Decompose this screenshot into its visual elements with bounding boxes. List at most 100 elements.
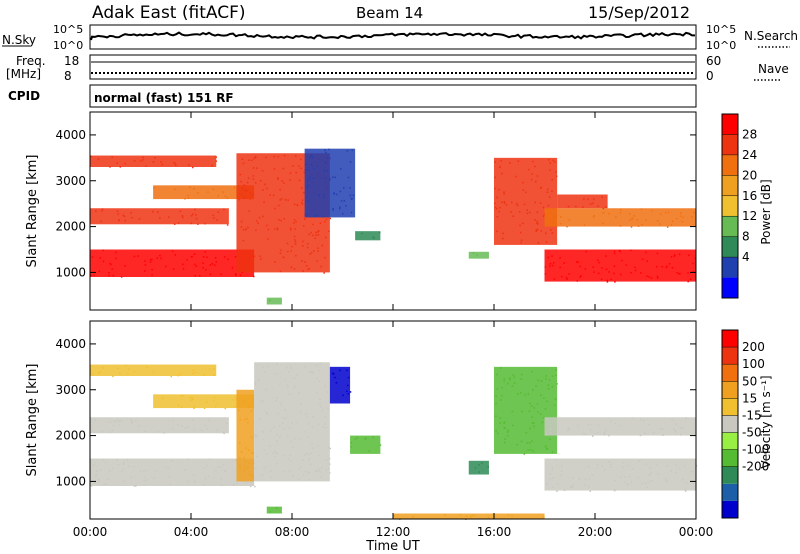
heatmap-speck	[213, 396, 216, 399]
heatmap-speck	[660, 213, 662, 215]
heatmap-speck	[216, 219, 218, 221]
heatmap-speck	[262, 189, 264, 191]
heatmap-speck	[312, 372, 314, 374]
heatmap-speck	[676, 272, 678, 274]
colorbar-swatch	[722, 432, 738, 450]
heatmap-speck	[476, 254, 478, 256]
heatmap-speck	[182, 394, 184, 397]
heatmap-speck	[248, 405, 250, 407]
heatmap-speck	[127, 372, 129, 375]
heatmap-speck	[290, 368, 293, 370]
heatmap-speck	[322, 193, 325, 196]
heatmap-speck	[274, 451, 277, 453]
heatmap-speck	[291, 446, 294, 449]
heatmap-speck	[287, 458, 289, 460]
heatmap-speck	[310, 463, 312, 466]
heatmap-speck	[118, 372, 121, 374]
heatmap-speck	[227, 258, 229, 261]
heatmap-speck	[519, 392, 522, 394]
heatmap-speck	[175, 164, 177, 166]
heatmap-speck	[533, 407, 536, 409]
heatmap-speck	[674, 431, 677, 433]
heatmap-speck	[152, 370, 155, 373]
heatmap-speck	[636, 219, 639, 221]
heatmap-speck	[623, 481, 626, 483]
heatmap-speck	[242, 162, 245, 165]
heatmap-speck	[513, 376, 516, 379]
heatmap-speck	[542, 215, 545, 217]
heatmap-speck	[115, 420, 117, 423]
heatmap-speck	[499, 166, 501, 168]
heatmap-speck	[516, 393, 519, 395]
power-panel	[90, 148, 697, 305]
heatmap-speck	[118, 219, 120, 221]
heatmap-speck	[188, 164, 190, 166]
heatmap-speck	[135, 485, 137, 487]
heatmap-speck	[118, 423, 121, 426]
heatmap-speck	[592, 215, 595, 218]
heatmap-speck	[553, 404, 556, 406]
heatmap-speck	[680, 434, 682, 436]
heatmap-speck	[645, 251, 647, 254]
heatmap-speck	[251, 194, 253, 196]
heatmap-speck	[304, 169, 307, 171]
heatmap-speck	[209, 273, 212, 276]
heatmap-speck	[614, 489, 617, 491]
heatmap-speck	[511, 514, 513, 517]
heatmap-speck	[605, 206, 607, 208]
heatmap-speck	[293, 377, 295, 380]
heatmap-speck	[117, 463, 120, 466]
heatmap-speck	[194, 208, 196, 211]
nsky-panel-frame	[89, 24, 697, 50]
heatmap-speck	[683, 465, 686, 467]
heatmap-speck	[499, 422, 501, 424]
heatmap-speck	[665, 266, 668, 269]
heatmap-speck	[302, 473, 305, 476]
heatmap-speck	[273, 155, 276, 158]
heatmap-speck	[368, 450, 371, 452]
heatmap-speck	[281, 180, 283, 182]
heatmap-speck	[587, 485, 590, 488]
heatmap-speck	[268, 300, 271, 302]
heatmap-speck	[634, 266, 636, 269]
heatmap-speck	[256, 434, 259, 437]
heatmap-speck	[608, 271, 610, 273]
heatmap-speck	[298, 438, 301, 441]
heatmap-speck	[273, 426, 275, 428]
heatmap-speck	[613, 489, 616, 492]
heatmap-speck	[551, 375, 554, 377]
heatmap-speck	[113, 420, 115, 423]
heatmap-speck	[566, 225, 568, 228]
heatmap-speck	[544, 232, 547, 234]
colorbar-swatch	[722, 236, 738, 258]
heatmap-speck	[283, 218, 286, 220]
heatmap-speck	[543, 516, 545, 519]
heatmap-speck	[668, 263, 671, 265]
heatmap-speck	[279, 383, 281, 385]
heatmap-speck	[118, 420, 120, 423]
heatmap-speck	[289, 179, 291, 181]
heatmap-speck	[314, 215, 316, 217]
heatmap-speck	[333, 192, 335, 194]
freq-panel-frame	[89, 54, 697, 80]
heatmap-speck	[260, 401, 263, 404]
heatmap-speck	[181, 425, 183, 427]
heatmap-speck	[267, 228, 270, 231]
heatmap-speck	[269, 299, 271, 301]
heatmap-speck	[142, 156, 144, 159]
heatmap-speck	[309, 176, 311, 179]
heatmap-speck	[293, 218, 296, 221]
heatmap-speck	[500, 367, 502, 369]
heatmap-speck	[217, 211, 220, 213]
heatmap-cell	[153, 185, 255, 200]
heatmap-speck	[549, 478, 552, 480]
heatmap-speck	[140, 160, 142, 162]
heatmap-speck	[634, 269, 637, 272]
heatmap-speck	[666, 480, 668, 483]
heatmap-speck	[318, 230, 320, 232]
heatmap-speck	[279, 199, 281, 201]
heatmap-speck	[346, 369, 348, 372]
colorbar-swatch	[722, 154, 738, 176]
heatmap-speck	[341, 213, 344, 215]
heatmap-speck	[588, 465, 590, 468]
